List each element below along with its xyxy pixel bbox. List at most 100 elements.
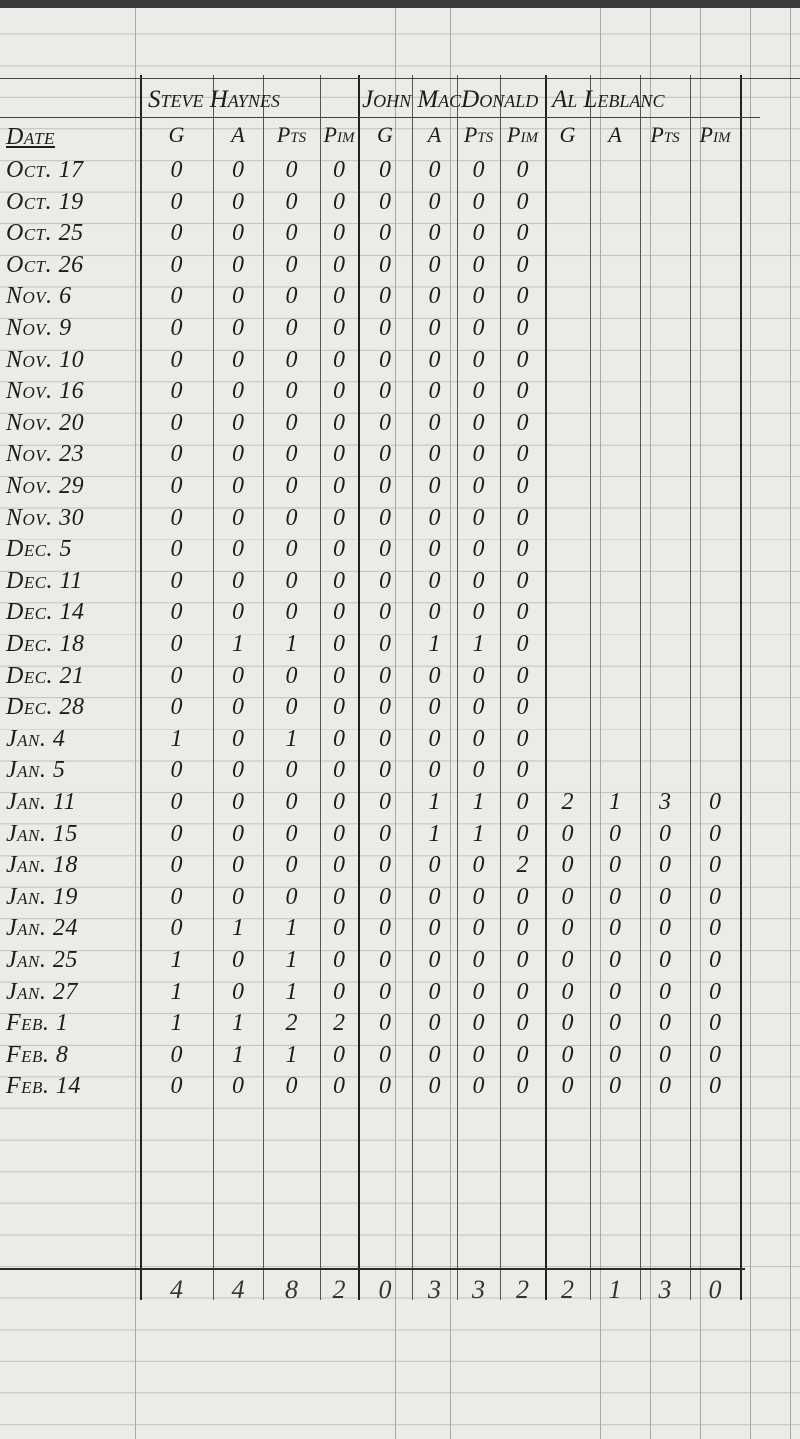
stat-cell: 0 — [609, 978, 621, 1005]
stat-cell: 0 — [170, 820, 183, 847]
row-date: Nov. 23 — [6, 441, 85, 468]
stat-cell — [640, 408, 690, 439]
stat-cell: 0 — [472, 978, 485, 1005]
table-row: Oct. 26 0 0 0 0 0 0 0 0 — [0, 250, 800, 281]
stat-cell: 0 — [472, 473, 485, 499]
stat-cell: 0 — [428, 157, 441, 183]
date-header: Date — [6, 124, 55, 150]
column-divider — [690, 75, 691, 1300]
stat-cell: 0 — [170, 220, 183, 247]
stat-cell: 0 — [285, 852, 298, 879]
stat-cell: 0 — [516, 220, 529, 247]
table-row: Nov. 30 0 0 0 0 0 0 0 0 — [0, 503, 800, 534]
stat-cell: 0 — [333, 852, 345, 879]
grid-line — [135, 8, 136, 1439]
column-divider — [545, 75, 547, 1300]
row-date: Dec. 18 — [6, 631, 85, 657]
stat-cell: 0 — [333, 947, 345, 973]
stat-cell: 0 — [170, 1041, 183, 1068]
stat-cell: 0 — [232, 725, 244, 752]
stat-cell: 1 — [428, 820, 441, 847]
stat-cell: 0 — [472, 1073, 485, 1100]
row-date: Oct. 17 — [6, 157, 84, 183]
row-date: Dec. 11 — [6, 567, 83, 594]
stat-cell: 0 — [232, 852, 244, 879]
stat-cell: 0 — [659, 852, 671, 879]
stat-cell: 0 — [516, 283, 529, 310]
stat-cell — [640, 534, 690, 565]
stat-cell — [640, 313, 690, 344]
stat-cell — [640, 566, 690, 597]
stat-cell: 0 — [285, 883, 298, 910]
stat-cell: 1 — [170, 947, 183, 973]
stat-cell: 0 — [333, 188, 345, 215]
table-row: Jan. 18 0 0 0 0 0 0 0 2 0 0 0 0 — [0, 850, 800, 881]
stat-cell — [690, 471, 740, 502]
stat-cell: 0 — [285, 157, 298, 183]
table-row: Jan. 24 0 1 1 0 0 0 0 0 0 0 0 0 — [0, 913, 800, 944]
stat-cell: 0 — [285, 599, 298, 626]
stat-cell: 3 — [659, 789, 671, 815]
stat-cell: 0 — [285, 536, 298, 563]
stat-cell: 0 — [472, 725, 485, 752]
stat-cell: 0 — [428, 662, 441, 689]
stat-cell: 0 — [472, 757, 485, 784]
stat-cell: 0 — [333, 378, 345, 405]
total-cell: 4 — [170, 1275, 183, 1304]
stat-cell: 0 — [428, 852, 441, 879]
stat-cell — [590, 313, 640, 344]
row-date: Feb. 1 — [6, 1010, 69, 1037]
stat-cell: 0 — [472, 441, 485, 468]
stat-header: A — [608, 122, 622, 147]
stat-cell: 0 — [232, 599, 244, 626]
total-cell: 1 — [608, 1275, 622, 1304]
stat-cell: 0 — [472, 599, 485, 626]
stat-cell — [545, 187, 590, 218]
stat-cell — [545, 376, 590, 407]
table-row: Dec. 28 0 0 0 0 0 0 0 0 — [0, 692, 800, 723]
stat-cell: 0 — [561, 820, 574, 847]
stat-cell: 0 — [659, 978, 671, 1005]
stat-cell — [590, 503, 640, 534]
stat-cell: 0 — [516, 662, 529, 689]
stat-cell — [590, 692, 640, 723]
stat-cell: 0 — [170, 251, 183, 278]
column-divider — [740, 75, 742, 1300]
stat-cell — [640, 629, 690, 660]
stat-cell — [690, 724, 740, 755]
stat-cell: 0 — [516, 251, 529, 278]
stat-cell: 0 — [333, 915, 345, 942]
table-row: Oct. 17 0 0 0 0 0 0 0 0 — [0, 155, 800, 186]
stat-cell: 0 — [428, 409, 441, 436]
stat-cell: 1 — [472, 820, 485, 847]
stat-cell: 0 — [379, 473, 391, 499]
grid-line — [700, 8, 701, 1439]
stat-cell: 1 — [285, 947, 298, 973]
stat-cell: 0 — [561, 1041, 574, 1068]
row-date: Jan. 5 — [6, 757, 66, 784]
table-row: Jan. 27 1 0 1 0 0 0 0 0 0 0 0 0 — [0, 977, 800, 1008]
stat-cell: 0 — [379, 315, 391, 341]
stat-cell: 0 — [232, 315, 244, 341]
stat-cell: 0 — [709, 1041, 721, 1068]
stat-cell — [640, 155, 690, 186]
stat-cell: 0 — [659, 1073, 671, 1100]
stat-cell: 0 — [428, 441, 441, 468]
stat-cell — [690, 597, 740, 628]
stat-header: Pts — [463, 122, 494, 147]
stat-header: A — [427, 122, 442, 147]
stat-cell — [640, 345, 690, 376]
stat-cell: 0 — [333, 820, 345, 847]
table-row: Jan. 5 0 0 0 0 0 0 0 0 — [0, 755, 800, 786]
stat-cell: 0 — [379, 220, 391, 247]
stat-cell: 0 — [709, 947, 721, 973]
stat-cell: 0 — [659, 947, 671, 973]
stat-cell: 0 — [379, 820, 391, 847]
stat-cell: 0 — [285, 694, 298, 721]
stat-cell: 0 — [561, 978, 574, 1005]
stat-cell: 0 — [170, 346, 183, 373]
stat-cell: 2 — [333, 1010, 345, 1037]
stat-cell — [545, 250, 590, 281]
stat-cell: 0 — [232, 188, 244, 215]
